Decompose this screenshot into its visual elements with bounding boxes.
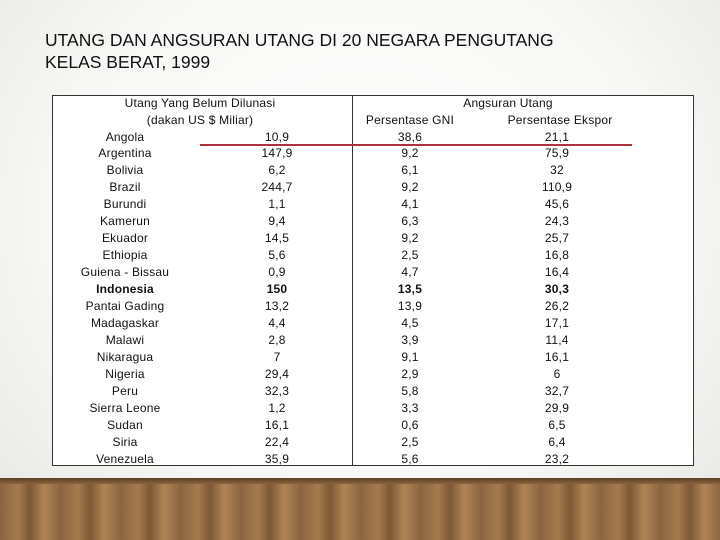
column-divider [352,95,353,466]
country-cell: Sudan [107,417,143,432]
value-cell: 75,9 [544,146,570,161]
value-cell: 6,3 [401,214,419,229]
value-cell: 10,9 [264,129,290,144]
value-cell: 2,9 [401,366,419,381]
country-cell: Nigeria [105,366,145,381]
sub-header: Persentase Ekspor [507,113,613,127]
country-cell: Kamerun [99,214,151,229]
value-cell: 6,2 [268,163,286,178]
value-cell: 4,4 [268,315,286,330]
value-cell: 13,5 [397,282,423,297]
sub-header: (dakan US $ Miliar) [146,113,254,127]
value-cell: 26,2 [544,299,570,313]
value-cell: 16,1 [544,349,570,364]
value-cell: 11,4 [545,332,569,347]
title-line: KELAS BERAT, 1999 [45,52,211,72]
value-cell: 9,2 [401,146,419,161]
value-cell: 16,1 [264,417,290,432]
title-line: UTANG DAN ANGSURAN UTANG DI 20 NEGARA PE… [45,30,554,50]
value-cell: 110,9 [541,180,573,195]
country-cell: Venezuela [96,451,154,466]
value-cell: 35,9 [264,451,290,466]
value-cell: 9,2 [401,231,419,246]
value-cell: 32 [550,163,564,178]
value-cell: 29,4 [264,366,290,381]
value-cell: 13,2 [264,299,290,313]
country-cell: Argentina [98,146,152,161]
value-cell: 14,5 [264,231,290,246]
value-cell: 2,8 [268,332,286,347]
value-cell: 25,7 [544,231,570,246]
value-cell: 150 [266,282,288,297]
value-cell: 6,4 [548,434,566,449]
value-cell: 5,8 [401,383,419,398]
value-cell: 147,9 [261,146,293,161]
group-header: Utang Yang Belum Dilunasi [124,96,276,110]
value-cell: 45,6 [544,197,570,212]
value-cell: 24,3 [544,214,570,229]
country-cell: Angola [105,129,145,144]
value-cell: 1,1 [268,197,286,212]
country-cell: Bolivia [106,163,144,178]
value-cell: 244,7 [261,180,293,195]
value-cell: 29,9 [544,400,570,415]
value-cell: 3,9 [401,332,419,347]
value-cell: 1,2 [268,400,286,415]
value-cell: 0,6 [401,417,419,432]
country-cell: Nikaragua [96,349,154,364]
sub-header: Persentase GNI [365,113,455,127]
value-cell: 6 [553,366,561,381]
value-cell: 7 [273,349,281,364]
country-cell: Ethiopia [102,248,148,263]
value-cell: 30,3 [544,282,570,297]
value-cell: 32,3 [264,383,290,398]
value-cell: 2,5 [401,248,419,263]
table [52,95,694,466]
country-cell: Peru [111,383,139,398]
value-cell: 22,4 [264,434,290,449]
wood-floor [0,478,720,540]
value-cell: 38,6 [397,129,423,144]
value-cell: 5,6 [268,248,286,263]
value-cell: 16,8 [544,248,570,263]
value-cell: 0,9 [268,265,286,280]
group-header: Angsuran Utang [463,96,553,110]
value-cell: 9,2 [401,180,419,195]
value-cell: 21,1 [544,129,570,144]
value-cell: 17,1 [544,315,570,330]
value-cell: 5,6 [401,451,419,466]
value-cell: 16,4 [544,265,570,280]
country-cell: Burundi [103,197,147,212]
value-cell: 4,7 [401,265,419,280]
value-cell: 9,4 [268,214,286,229]
country-cell: Brazil [109,180,141,195]
value-cell: 9,1 [401,349,419,364]
value-cell: 4,5 [401,315,419,330]
country-cell: Madagaskar [90,315,160,330]
country-cell: Ekuador [101,231,149,246]
country-cell: Sierra Leone [89,400,161,415]
value-cell: 13,9 [397,299,423,313]
value-cell: 3,3 [401,400,419,415]
country-cell: Pantai Gading [85,299,165,313]
value-cell: 6,1 [401,163,419,178]
country-cell: Siria [112,434,138,449]
value-cell: 4,1 [401,197,419,212]
value-cell: 23,2 [544,451,570,466]
value-cell: 2,5 [401,434,419,449]
country-cell: Malawi [105,332,145,347]
value-cell: 6,5 [548,417,566,432]
country-cell: Indonesia [96,282,154,297]
country-cell: Guiena - Bissau [80,265,170,280]
value-cell: 32,7 [544,383,570,398]
accent-line [200,144,632,146]
